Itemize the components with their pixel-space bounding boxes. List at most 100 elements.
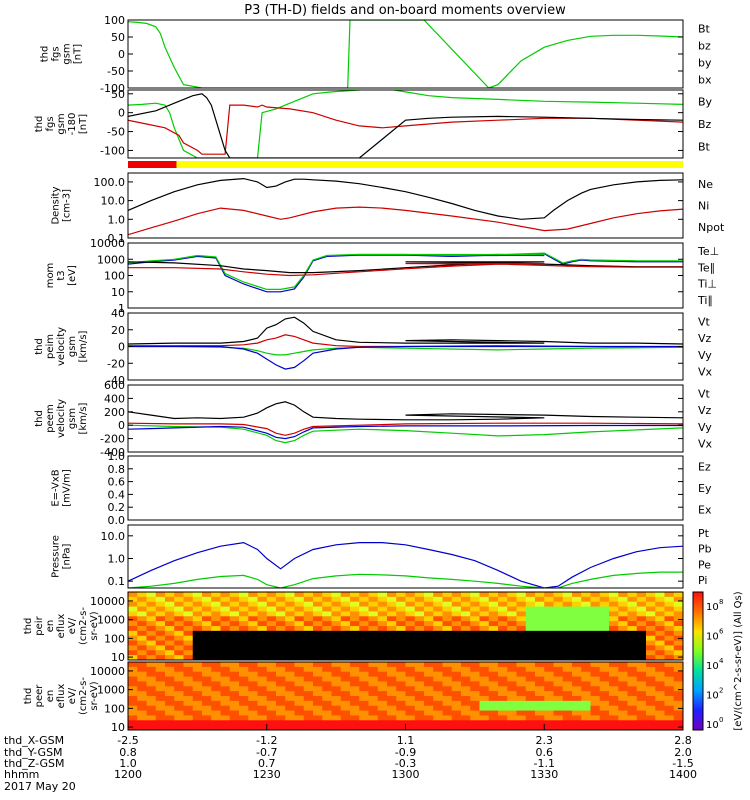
spectrogram-cell bbox=[350, 655, 360, 660]
colorbar-label: 10 bbox=[706, 632, 719, 643]
spectrogram-cell bbox=[174, 686, 184, 692]
spectrogram-cell bbox=[553, 666, 564, 673]
spectrogram-cell bbox=[646, 686, 656, 692]
spectrogram-cell bbox=[137, 705, 147, 712]
spectrogram-cell bbox=[488, 601, 499, 608]
spectrogram-cell bbox=[322, 606, 332, 612]
spectrogram-cell bbox=[377, 666, 388, 673]
colorbar-bar bbox=[692, 591, 704, 731]
spectrogram-cell bbox=[174, 725, 184, 730]
spectrogram-cell bbox=[137, 635, 147, 642]
spectrogram-cell bbox=[322, 725, 332, 730]
spectrogram-cell bbox=[673, 626, 683, 632]
spectrogram-cell bbox=[535, 662, 545, 668]
spectrogram-cell bbox=[377, 681, 388, 687]
spectrogram-cell bbox=[553, 596, 564, 603]
spectrogram-cell bbox=[313, 611, 323, 617]
colorbar-exponent: 2 bbox=[719, 687, 723, 695]
spectrogram-cell bbox=[183, 700, 194, 707]
spectrogram-cell bbox=[525, 710, 536, 716]
spectrogram-cell bbox=[553, 655, 564, 660]
spectrogram-cell bbox=[155, 715, 166, 721]
spectrogram-cell bbox=[433, 666, 443, 673]
spectrogram-cell bbox=[507, 720, 517, 726]
spectrogram-cell bbox=[285, 596, 295, 603]
spectrogram-cell bbox=[192, 655, 203, 660]
y-tick-label: 10 bbox=[111, 286, 125, 299]
spectrogram-cell bbox=[451, 592, 462, 598]
spectrogram-cell bbox=[174, 616, 184, 622]
spectrogram-cell bbox=[664, 606, 675, 612]
spectrogram-cell bbox=[618, 655, 628, 660]
spectrogram-cell bbox=[442, 691, 453, 697]
spectrogram-cell bbox=[276, 705, 286, 712]
spectrogram-cell bbox=[590, 681, 601, 687]
spectrogram-cell bbox=[239, 720, 249, 726]
spectrogram-cell bbox=[636, 596, 647, 603]
spectrogram-cell bbox=[590, 621, 601, 627]
spectrogram-cell bbox=[609, 616, 619, 622]
spectrogram-cell bbox=[183, 650, 194, 656]
spectrogram-cell bbox=[174, 666, 184, 673]
spectrogram-cell bbox=[248, 696, 258, 702]
spectrogram-cell bbox=[368, 696, 379, 702]
spectrogram-cell bbox=[590, 635, 601, 642]
spectrogram-cell bbox=[303, 645, 314, 651]
spectrogram-cell bbox=[581, 671, 591, 678]
spectrogram-cell bbox=[155, 592, 166, 598]
spectrogram-cell bbox=[581, 592, 591, 598]
panel-3 bbox=[128, 161, 683, 168]
spectrogram-cell bbox=[340, 715, 351, 721]
spectrogram-cell bbox=[396, 640, 406, 646]
spectrogram-cell bbox=[211, 650, 221, 656]
spectrogram-cell bbox=[137, 681, 147, 687]
spectrogram-cell bbox=[655, 671, 665, 678]
spectrogram-cell bbox=[322, 686, 332, 692]
spectrogram-cell bbox=[183, 662, 194, 668]
spectrogram-cell bbox=[535, 725, 545, 730]
spectrogram-cell bbox=[507, 606, 517, 612]
spectrogram-cell bbox=[525, 611, 536, 617]
spectrogram-cell bbox=[673, 630, 683, 637]
spectrogram-cell bbox=[646, 662, 656, 668]
spectrogram-cell bbox=[266, 606, 277, 612]
spectrogram-cell bbox=[377, 715, 388, 721]
spectrogram-cell bbox=[359, 725, 369, 730]
spectrogram-cell bbox=[562, 592, 573, 598]
spectrogram-cell bbox=[525, 681, 536, 687]
spectrogram-cell bbox=[572, 616, 582, 622]
spectrogram-cell bbox=[590, 611, 601, 617]
spectrogram-cell bbox=[535, 681, 545, 687]
spectrogram-cell bbox=[451, 710, 462, 716]
y-tick-label: 10000 bbox=[90, 237, 125, 250]
spectrogram-cell bbox=[544, 630, 554, 637]
spectrogram-cell bbox=[655, 655, 665, 660]
spectrogram-cell bbox=[146, 681, 157, 687]
spectrogram-cell bbox=[581, 662, 591, 668]
y-axis-label-line: sr-eV) bbox=[89, 611, 100, 640]
spectrogram-cell bbox=[340, 640, 351, 646]
spectrogram-cell bbox=[562, 725, 573, 730]
spectrogram-cell bbox=[636, 710, 647, 716]
spectrogram-cell bbox=[313, 606, 323, 612]
spectrogram-cell bbox=[636, 621, 647, 627]
spectrogram-cell bbox=[377, 710, 388, 716]
spectrogram-cell bbox=[461, 650, 471, 656]
spectrogram-cell bbox=[646, 691, 656, 697]
spectrogram-cell bbox=[285, 616, 295, 622]
spectrogram-cell bbox=[618, 596, 628, 603]
spectrogram-cell bbox=[155, 606, 166, 612]
spectrogram-cell bbox=[377, 655, 388, 660]
spectrogram-cell bbox=[488, 650, 499, 656]
spectrogram-cell bbox=[146, 691, 157, 697]
spectrogram-cell bbox=[433, 626, 443, 632]
series-line-By bbox=[128, 90, 683, 158]
spectrogram-cell bbox=[202, 681, 212, 687]
series-group bbox=[128, 177, 683, 236]
spectrogram-cell bbox=[405, 601, 416, 608]
spectrogram-cell bbox=[414, 611, 425, 617]
spectrogram-cell bbox=[572, 650, 582, 656]
spectrogram-cell bbox=[359, 621, 369, 627]
spectrogram-cell bbox=[387, 640, 397, 646]
